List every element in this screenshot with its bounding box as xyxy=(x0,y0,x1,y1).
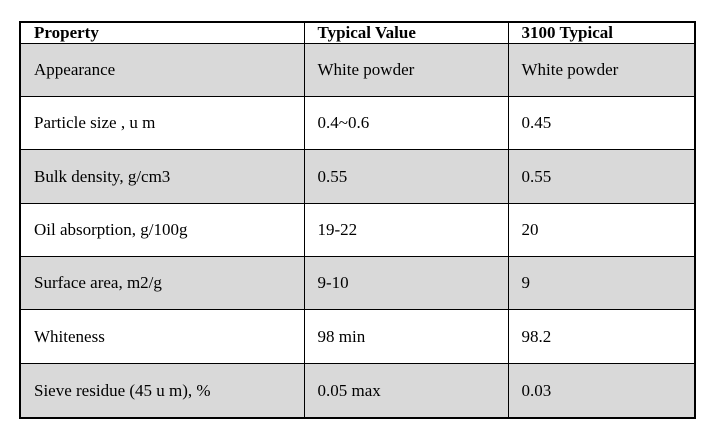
cell-property: Sieve residue (45 u m), % xyxy=(19,362,305,419)
table-body: Appearance White powder White powder Par… xyxy=(19,42,696,419)
table-row: Particle size , u m 0.4~0.6 0.45 xyxy=(19,95,696,151)
cell-typical-value: 0.05 max xyxy=(303,362,509,419)
header-cell-3100-typical: 3100 Typical xyxy=(507,21,696,44)
cell-3100-typical: 0.55 xyxy=(507,149,696,204)
table-row: Sieve residue (45 u m), % 0.05 max 0.03 xyxy=(19,362,696,419)
cell-3100-typical: 0.03 xyxy=(507,362,696,419)
product-spec-table: Property Typical Value 3100 Typical Appe… xyxy=(19,21,696,419)
cell-3100-typical: 9 xyxy=(507,256,696,311)
cell-3100-typical: 20 xyxy=(507,202,696,258)
cell-property: Particle size , u m xyxy=(19,95,305,151)
table-row: Whiteness 98 min 98.2 xyxy=(19,309,696,364)
cell-typical-value: White powder xyxy=(303,42,509,97)
cell-property: Oil absorption, g/100g xyxy=(19,202,305,258)
cell-3100-typical: 98.2 xyxy=(507,309,696,364)
cell-typical-value: 9-10 xyxy=(303,256,509,311)
header-cell-typical-value: Typical Value xyxy=(303,21,509,44)
header-cell-property: Property xyxy=(19,21,305,44)
cell-3100-typical: 0.45 xyxy=(507,95,696,151)
cell-typical-value: 0.4~0.6 xyxy=(303,95,509,151)
cell-property: Bulk density, g/cm3 xyxy=(19,149,305,204)
cell-typical-value: 19-22 xyxy=(303,202,509,258)
cell-property: Appearance xyxy=(19,42,305,97)
table-row: Surface area, m2/g 9-10 9 xyxy=(19,256,696,311)
cell-property: Whiteness xyxy=(19,309,305,364)
header-row: Property Typical Value 3100 Typical xyxy=(19,21,696,44)
cell-3100-typical: White powder xyxy=(507,42,696,97)
table-row: Bulk density, g/cm3 0.55 0.55 xyxy=(19,149,696,204)
table-header: Property Typical Value 3100 Typical xyxy=(19,21,696,44)
cell-typical-value: 98 min xyxy=(303,309,509,364)
table-row: Appearance White powder White powder xyxy=(19,42,696,97)
cell-typical-value: 0.55 xyxy=(303,149,509,204)
cell-property: Surface area, m2/g xyxy=(19,256,305,311)
table-row: Oil absorption, g/100g 19-22 20 xyxy=(19,202,696,258)
